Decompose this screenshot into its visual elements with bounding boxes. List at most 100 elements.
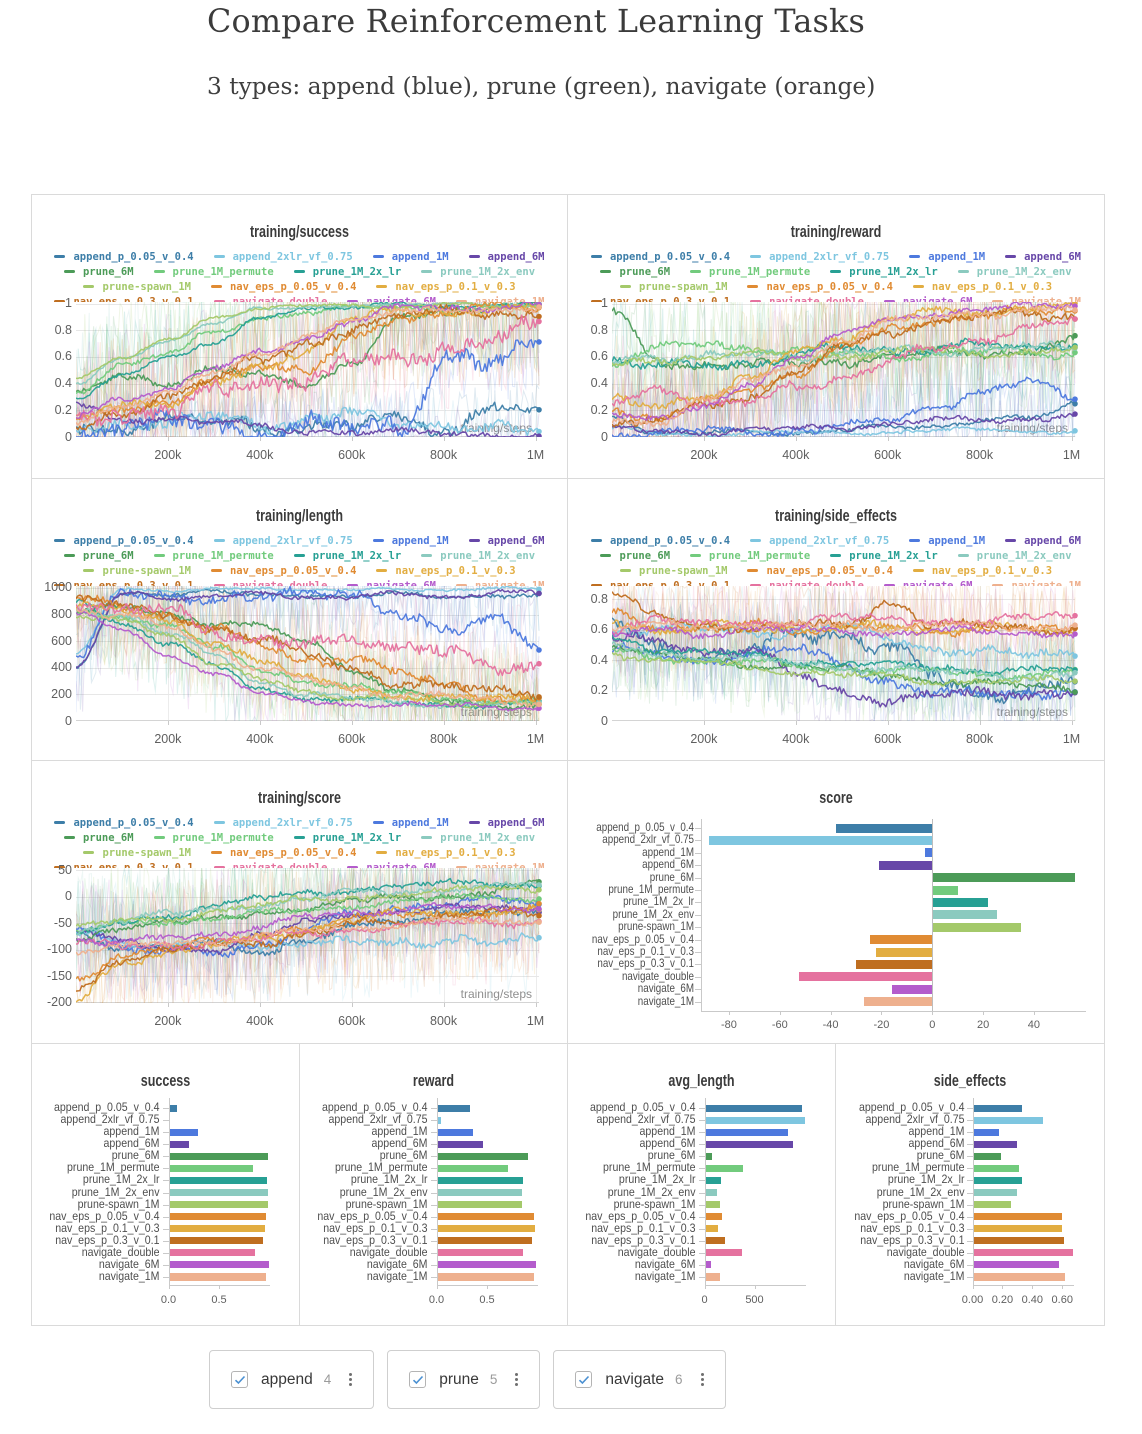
legend-item[interactable]: nav_eps_p_0.05_v_0.4 bbox=[747, 280, 893, 294]
bar-value[interactable] bbox=[436, 1272, 534, 1281]
bar-value[interactable] bbox=[704, 1212, 722, 1221]
legend-item[interactable]: append_6M bbox=[468, 534, 545, 548]
bar-value[interactable] bbox=[869, 935, 933, 945]
bar-value[interactable] bbox=[704, 1128, 788, 1137]
legend-item[interactable]: navigate_1M bbox=[455, 861, 545, 868]
checkbox-checked[interactable] bbox=[231, 1371, 248, 1388]
kebab-menu-icon[interactable] bbox=[699, 1370, 706, 1390]
legend-item[interactable]: prune-spawn_1M bbox=[619, 564, 727, 578]
bar-value[interactable] bbox=[436, 1140, 483, 1149]
bar-value[interactable] bbox=[436, 1248, 524, 1257]
bar-value[interactable] bbox=[798, 972, 933, 982]
bar-value[interactable] bbox=[704, 1152, 712, 1161]
legend-item[interactable]: append_6M bbox=[1005, 250, 1081, 264]
legend-item[interactable]: prune_1M_2x_env bbox=[421, 265, 535, 279]
bar-value[interactable] bbox=[436, 1116, 442, 1125]
legend-item[interactable]: prune_6M bbox=[63, 831, 134, 845]
bar-value[interactable] bbox=[436, 1164, 509, 1173]
bar-value[interactable] bbox=[972, 1128, 1000, 1137]
legend-item[interactable]: prune_1M_permute bbox=[690, 265, 810, 279]
legend-item[interactable]: append_6M bbox=[468, 816, 545, 830]
bar-value[interactable] bbox=[436, 1152, 529, 1161]
legend-item[interactable]: navigate_double bbox=[213, 861, 327, 868]
bar-value[interactable] bbox=[168, 1128, 199, 1137]
legend-item[interactable]: navigate_6M bbox=[883, 295, 972, 302]
legend-item[interactable]: nav_eps_p_0.3_v_0.1 bbox=[54, 861, 194, 868]
bar-value[interactable] bbox=[168, 1200, 268, 1209]
bar-value[interactable] bbox=[704, 1164, 743, 1173]
bar-value[interactable] bbox=[704, 1188, 717, 1197]
legend-item[interactable]: prune-spawn_1M bbox=[619, 280, 727, 294]
legend-item[interactable]: prune-spawn_1M bbox=[83, 280, 191, 294]
bar-value[interactable] bbox=[972, 1212, 1063, 1221]
run-group-chip-append[interactable]: append 4 bbox=[209, 1350, 375, 1409]
bar-value[interactable] bbox=[436, 1236, 532, 1245]
legend-item[interactable]: prune_1M_2x_lr bbox=[293, 265, 401, 279]
legend-item[interactable]: append_1M bbox=[909, 250, 985, 264]
bar-value[interactable] bbox=[168, 1152, 269, 1161]
legend-item[interactable]: prune_1M_permute bbox=[153, 831, 274, 845]
chart-plot-canvas[interactable] bbox=[612, 586, 1082, 721]
bar-value[interactable] bbox=[972, 1224, 1063, 1233]
legend-item[interactable]: prune_6M bbox=[600, 549, 670, 563]
bar-value[interactable] bbox=[436, 1260, 536, 1269]
bar-value[interactable] bbox=[972, 1164, 1019, 1173]
bar-value[interactable] bbox=[168, 1104, 177, 1113]
legend-item[interactable]: navigate_6M bbox=[347, 579, 436, 586]
bar-value[interactable] bbox=[876, 947, 933, 957]
bar-value[interactable] bbox=[924, 848, 933, 858]
legend-item[interactable]: navigate_6M bbox=[347, 295, 436, 302]
chart-plot-canvas[interactable] bbox=[76, 302, 546, 437]
bar-value[interactable] bbox=[704, 1272, 720, 1281]
legend-item[interactable]: navigate_6M bbox=[347, 861, 436, 868]
legend-item[interactable]: prune_6M bbox=[600, 265, 670, 279]
bar-value[interactable] bbox=[863, 997, 933, 1007]
bar-value[interactable] bbox=[436, 1200, 523, 1209]
bar-value[interactable] bbox=[168, 1212, 266, 1221]
bar-value[interactable] bbox=[704, 1224, 718, 1233]
bar-value[interactable] bbox=[704, 1200, 720, 1209]
chart-plot-canvas[interactable] bbox=[76, 586, 546, 721]
legend-item[interactable]: nav_eps_p_0.1_v_0.3 bbox=[376, 564, 516, 578]
bar-value[interactable] bbox=[972, 1200, 1012, 1209]
legend-item[interactable]: navigate_1M bbox=[992, 579, 1081, 586]
kebab-menu-icon[interactable] bbox=[347, 1370, 354, 1390]
bar-value[interactable] bbox=[972, 1236, 1064, 1245]
legend-item[interactable]: nav_eps_p_0.3_v_0.1 bbox=[590, 579, 730, 586]
kebab-menu-icon[interactable] bbox=[513, 1370, 520, 1390]
legend-item[interactable]: append_p_0.05_v_0.4 bbox=[590, 534, 730, 548]
legend-item[interactable]: prune_1M_2x_lr bbox=[830, 549, 938, 563]
bar-value[interactable] bbox=[704, 1260, 711, 1269]
legend-item[interactable]: append_p_0.05_v_0.4 bbox=[54, 534, 194, 548]
legend-item[interactable]: prune_1M_permute bbox=[153, 549, 274, 563]
legend-item[interactable]: append_2xlr_vf_0.75 bbox=[213, 816, 353, 830]
bar-value[interactable] bbox=[168, 1272, 266, 1281]
legend-item[interactable]: navigate_6M bbox=[883, 579, 972, 586]
legend-item[interactable]: nav_eps_p_0.3_v_0.1 bbox=[590, 295, 730, 302]
legend-item[interactable]: prune_1M_2x_lr bbox=[293, 831, 401, 845]
legend-item[interactable]: navigate_double bbox=[213, 295, 327, 302]
legend-item[interactable]: navigate_double bbox=[750, 295, 864, 302]
legend-item[interactable]: prune_1M_2x_env bbox=[421, 549, 535, 563]
bar-value[interactable] bbox=[972, 1104, 1022, 1113]
legend-item[interactable]: nav_eps_p_0.1_v_0.3 bbox=[912, 280, 1052, 294]
chart-plot-canvas[interactable] bbox=[612, 302, 1082, 437]
legend-item[interactable]: prune_1M_2x_env bbox=[957, 549, 1072, 563]
legend-item[interactable]: prune_1M_2x_env bbox=[957, 265, 1072, 279]
legend-item[interactable]: append_p_0.05_v_0.4 bbox=[54, 816, 194, 830]
bar-value[interactable] bbox=[168, 1248, 256, 1257]
legend-item[interactable]: navigate_1M bbox=[455, 579, 545, 586]
bar-value[interactable] bbox=[972, 1248, 1073, 1257]
bar-value[interactable] bbox=[972, 1140, 1018, 1149]
legend-item[interactable]: append_1M bbox=[372, 250, 449, 264]
bar-value[interactable] bbox=[856, 959, 933, 969]
legend-item[interactable]: prune_1M_2x_env bbox=[421, 831, 535, 845]
legend-item[interactable]: nav_eps_p_0.05_v_0.4 bbox=[210, 280, 356, 294]
bar-value[interactable] bbox=[932, 897, 989, 907]
legend-item[interactable]: nav_eps_p_0.05_v_0.4 bbox=[210, 564, 356, 578]
bar-value[interactable] bbox=[932, 922, 1022, 932]
legend-item[interactable]: nav_eps_p_0.3_v_0.1 bbox=[54, 295, 194, 302]
legend-item[interactable]: append_1M bbox=[909, 534, 985, 548]
bar-value[interactable] bbox=[168, 1224, 266, 1233]
legend-item[interactable]: navigate_1M bbox=[455, 295, 545, 302]
